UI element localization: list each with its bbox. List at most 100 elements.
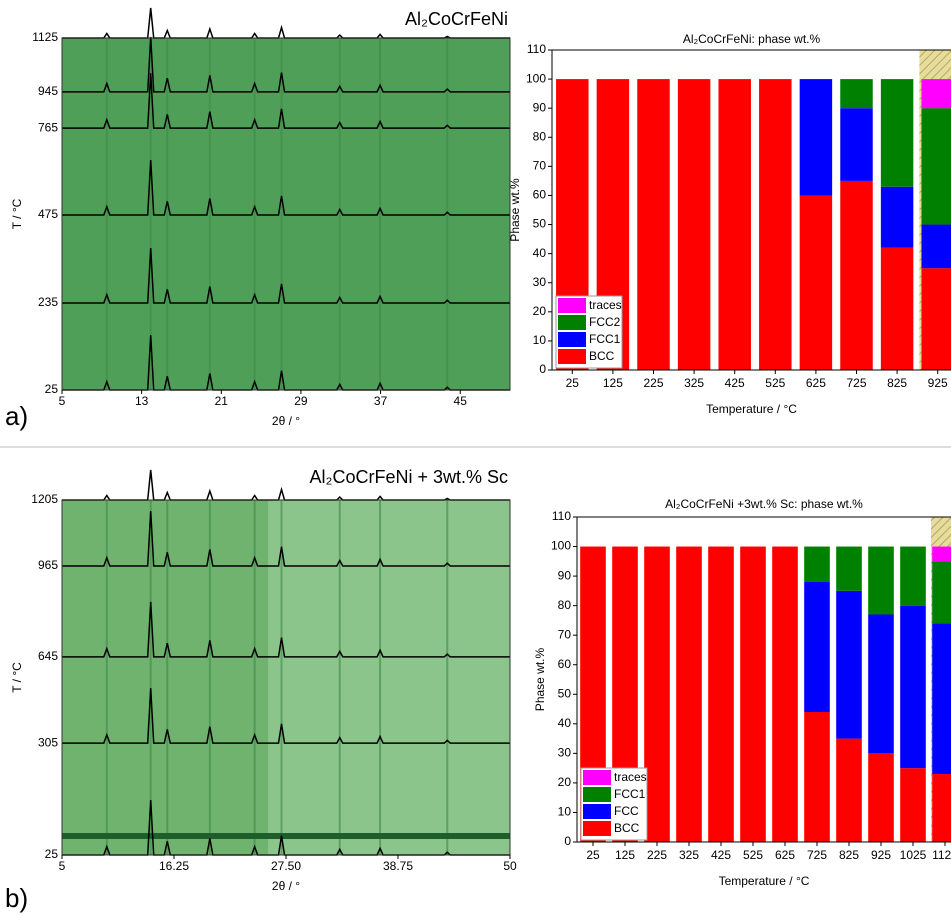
x-tick-label: 325 (679, 848, 699, 862)
legend-swatch (583, 821, 611, 836)
legend-swatch (583, 804, 611, 819)
bar-segment (836, 546, 862, 591)
x-tick-label: 16.25 (159, 859, 189, 873)
x-tick-label: 825 (839, 848, 859, 862)
y-tick-label: 50 (533, 217, 547, 231)
legend-label: FCC2 (589, 315, 621, 329)
y-tick-label: 235 (38, 295, 58, 309)
bar-segment (880, 79, 914, 187)
bar-segment (900, 605, 926, 769)
x-tick-label: 525 (743, 848, 763, 862)
bar-segment (900, 768, 926, 842)
diffraction-trace (62, 160, 510, 216)
x-tick-label: 1125 (932, 848, 951, 862)
x-tick-label: 625 (775, 848, 795, 862)
bar-segment (759, 79, 792, 370)
y-tick-label: 70 (558, 627, 572, 641)
bar-segment (921, 108, 951, 225)
bar-segment (804, 582, 830, 712)
y-tick-label: 305 (38, 735, 58, 749)
legend-label: BCC (614, 821, 640, 835)
bar-segment (804, 546, 830, 582)
bar-segment (799, 195, 833, 370)
y-tick-label: 0 (564, 834, 571, 848)
plot-background (62, 38, 510, 390)
chart-title: Al₂CoCrFeNi (405, 9, 508, 29)
diffraction-trace (62, 7, 510, 39)
y-tick-label: 1125 (32, 30, 58, 44)
legend-label: traces (614, 770, 647, 784)
x-tick-label: 625 (806, 376, 826, 390)
y-tick-label: 60 (558, 657, 572, 671)
y-tick-label: 100 (526, 71, 546, 85)
bar-segment (840, 108, 873, 181)
y-tick-label: 110 (552, 509, 571, 523)
bar-segment (868, 753, 894, 842)
chart-title: Al₂CoCrFeNi +3wt.% Sc: phase wt.% (665, 497, 863, 511)
bar-segment (708, 546, 734, 842)
bar-segment (921, 79, 951, 109)
diffraction-trace (62, 36, 510, 93)
y-tick-label: 50 (558, 686, 572, 700)
bar-segment (921, 268, 951, 370)
y-tick-label: 10 (558, 805, 572, 819)
x-tick-label: 125 (603, 376, 623, 390)
legend-swatch (558, 315, 586, 330)
bar-segment (676, 546, 702, 842)
legend-swatch (583, 787, 611, 802)
bar-segment (840, 79, 873, 109)
bar-segment (644, 546, 670, 842)
y-tick-label: 10 (533, 333, 547, 347)
x-tick-label: 13 (135, 394, 149, 408)
y-tick-label: 30 (558, 746, 572, 760)
x-tick-label: 525 (765, 376, 785, 390)
y-tick-label: 70 (533, 159, 547, 173)
legend-label: traces (589, 298, 622, 312)
y-tick-label: 60 (533, 188, 547, 202)
bar-segment (836, 590, 862, 739)
x-tick-label: 1025 (900, 848, 927, 862)
x-axis-label: 2θ / ° (272, 879, 300, 893)
legend-swatch (558, 298, 586, 313)
x-tick-label: 50 (503, 859, 517, 873)
y-tick-label: 30 (533, 275, 547, 289)
diffraction-trace (62, 688, 510, 744)
diffraction-trace (62, 334, 510, 391)
y-axis-label: Phase wt.% (533, 647, 547, 711)
chart-title: Al₂CoCrFeNi + 3wt.% Sc (309, 467, 508, 487)
legend-label: BCC (589, 349, 615, 363)
y-tick-label: 110 (527, 42, 546, 56)
x-tick-label: 37 (374, 394, 388, 408)
x-tick-label: 21 (215, 394, 229, 408)
x-tick-label: 225 (643, 376, 663, 390)
y-tick-label: 40 (533, 246, 547, 260)
y-tick-label: 645 (38, 649, 58, 663)
y-axis-label: Phase wt.% (508, 178, 522, 242)
plot-frame (61, 37, 511, 391)
bar-segment (932, 561, 951, 624)
x-tick-label: 225 (647, 848, 667, 862)
bar-segment (880, 247, 914, 370)
y-tick-label: 25 (45, 382, 59, 396)
bar-segment (840, 180, 873, 370)
y-axis-label: T / °C (10, 662, 24, 693)
x-tick-label: 38.75 (383, 859, 413, 873)
y-tick-label: 20 (558, 775, 572, 789)
bar-segment (804, 712, 830, 842)
y-tick-label: 945 (38, 84, 58, 98)
y-tick-label: 20 (533, 304, 547, 318)
y-tick-label: 90 (533, 100, 547, 114)
bar-segment (900, 546, 926, 606)
bar-segment (932, 623, 951, 775)
x-tick-label: 725 (807, 848, 827, 862)
bar-segment (921, 224, 951, 269)
y-tick-label: 40 (558, 716, 572, 730)
diffraction-trace (62, 469, 510, 501)
plot-background (268, 500, 510, 855)
y-tick-label: 25 (45, 847, 59, 861)
x-tick-label: 925 (928, 376, 948, 390)
x-tick-label: 425 (725, 376, 745, 390)
diffraction-trace (62, 510, 510, 567)
legend-swatch (583, 770, 611, 785)
